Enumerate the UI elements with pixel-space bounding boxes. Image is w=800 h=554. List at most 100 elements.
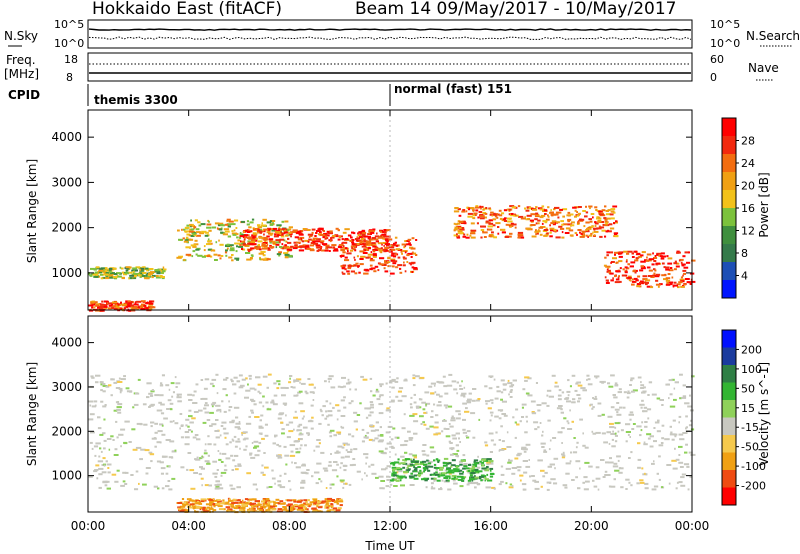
data-cell [677,286,680,289]
data-cell [171,395,174,398]
data-cell [487,228,493,231]
data-cell [467,471,471,474]
data-cell [257,390,260,393]
data-cell [353,411,358,414]
data-cell [361,234,366,236]
data-cell [436,393,440,396]
data-cell [409,414,415,417]
noise-left-tick-low: 10^0 [54,37,84,50]
data-cell [310,242,313,244]
colorbar-tick-label: 12 [741,225,755,238]
data-cell [260,506,262,509]
data-cell [609,422,614,425]
data-cell [307,240,310,243]
data-cell [391,248,396,251]
data-cell [88,273,91,276]
data-cell [125,387,130,390]
data-cell [379,257,385,260]
data-cell [137,378,141,381]
data-cell [546,481,552,484]
data-cell [634,259,639,262]
data-cell [278,251,282,254]
data-cell [319,240,325,243]
data-cell [257,228,261,231]
data-cell [369,377,373,380]
data-cell [417,466,421,468]
data-cell [285,240,288,243]
data-cell [308,383,314,386]
data-cell [378,249,384,252]
data-cell [535,213,540,216]
data-cell [434,421,439,424]
data-cell [364,407,370,410]
data-cell [683,283,687,286]
data-cell [277,480,282,483]
data-cell [613,232,619,235]
data-cell [287,241,292,244]
data-cell [277,456,283,459]
data-cell [220,474,223,477]
data-cell [107,307,112,310]
data-cell [261,244,266,247]
data-cell [481,464,484,467]
data-cell [491,214,494,217]
data-cell [161,374,165,377]
data-cell [96,274,98,277]
data-cell [259,419,262,422]
data-cell [637,283,641,285]
data-cell [571,479,575,481]
data-cell [623,250,628,253]
data-cell [499,448,505,451]
data-cell [517,205,521,208]
data-cell [330,237,333,240]
data-cell [373,238,379,241]
data-cell [284,244,287,247]
data-cell [142,266,146,269]
data-cell [551,220,557,223]
data-cell [266,221,272,224]
data-cell [380,234,383,237]
data-cell [459,441,461,443]
data-cell [290,450,294,453]
data-cell [287,232,292,235]
data-cell [477,470,483,473]
data-cell [372,228,376,231]
data-cell [281,394,286,397]
data-cell [613,462,618,465]
data-cell [389,272,395,275]
data-cell [340,462,343,465]
data-cell [259,231,263,234]
data-cell [567,223,573,226]
data-cell [91,376,95,379]
data-cell [257,243,260,246]
data-cell [678,445,683,448]
data-cell [211,405,214,408]
data-cell [263,502,266,505]
data-cell [216,409,219,412]
data-cell [369,406,374,409]
data-cell [386,241,389,244]
data-cell [296,429,299,432]
data-cell [269,223,274,226]
data-cell [443,477,449,479]
data-cell [110,378,115,381]
data-cell [222,427,227,430]
power-colorbar-label: Power [dB] [757,172,771,237]
data-cell [125,266,131,269]
data-cell [174,449,177,452]
data-cell [232,439,235,442]
data-cell [306,432,310,435]
data-cell [303,499,308,502]
data-cell [601,413,605,416]
data-cell [518,236,525,239]
data-cell [445,406,448,409]
data-cell [224,230,230,233]
data-cell [452,437,457,440]
data-cell [413,466,416,469]
data-cell [283,239,286,242]
data-cell [495,213,499,216]
data-cell [320,451,325,454]
data-cell [448,373,453,376]
data-cell [487,407,492,410]
